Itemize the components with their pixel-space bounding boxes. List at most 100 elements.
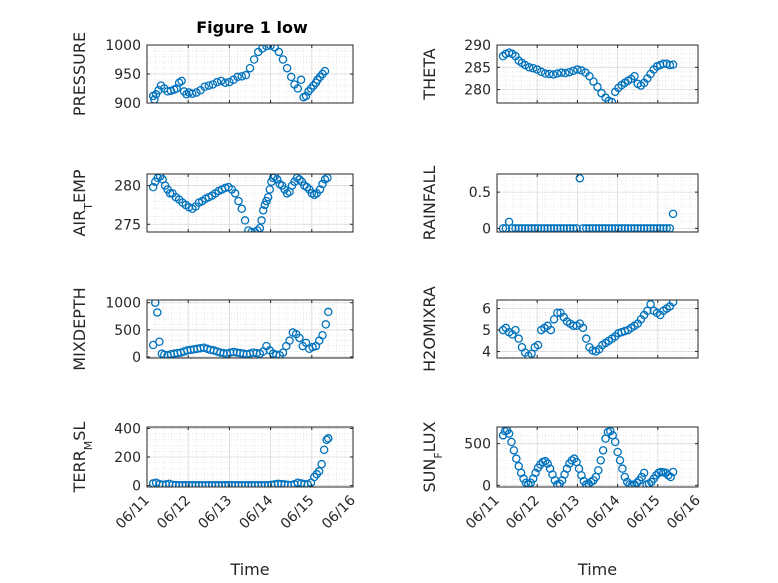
data-point xyxy=(278,55,288,64)
data-point xyxy=(581,334,591,343)
data-point xyxy=(295,175,304,184)
axes-box xyxy=(146,173,354,233)
data-point xyxy=(665,60,675,70)
data-point xyxy=(578,323,588,333)
data-point xyxy=(253,226,262,232)
y-tick-label: 280 xyxy=(114,179,141,195)
data-point xyxy=(319,445,329,455)
data-point xyxy=(324,434,333,443)
x-tick-label: 06/14 xyxy=(237,492,277,532)
data-point xyxy=(668,60,678,69)
data-point xyxy=(643,306,652,315)
data-point xyxy=(562,464,572,473)
x-tick-label: 06/12 xyxy=(503,493,543,533)
y-axis-label: SUNFLUX xyxy=(420,421,445,492)
y-tick-label: 0 xyxy=(482,478,491,494)
axes-box xyxy=(496,173,699,233)
data-point xyxy=(632,478,642,487)
y-tick-label: 5 xyxy=(482,323,491,339)
data-point xyxy=(526,478,536,487)
data-point xyxy=(644,479,654,487)
y-axis-label: AIRTEMP xyxy=(70,169,95,236)
data-point xyxy=(216,76,226,86)
data-point xyxy=(536,67,546,77)
data-point xyxy=(511,325,520,335)
data-point xyxy=(618,464,627,473)
data-point xyxy=(174,78,184,87)
data-point xyxy=(321,320,331,329)
data-point xyxy=(606,427,615,436)
x-tick-label: 06/11 xyxy=(113,493,153,533)
y-tick-label: 275 xyxy=(114,217,141,233)
data-point xyxy=(155,337,164,346)
figure-title: Figure 1 low xyxy=(196,18,308,37)
data-point xyxy=(593,82,602,92)
x-tick-label: 06/11 xyxy=(463,493,503,533)
data-point xyxy=(233,72,242,82)
data-point xyxy=(589,77,598,86)
data-point xyxy=(237,204,247,214)
data-point xyxy=(225,77,234,87)
y-tick-label: 0.5 xyxy=(469,185,491,201)
y-tick-label: 1000 xyxy=(105,296,141,312)
data-point xyxy=(322,435,331,445)
series-theta xyxy=(498,48,678,103)
x-axis-label: Time xyxy=(229,560,269,579)
data-point xyxy=(598,446,608,455)
data-point xyxy=(263,192,273,202)
data-point xyxy=(668,209,678,219)
data-point xyxy=(549,315,559,324)
data-point xyxy=(249,55,259,64)
y-tick-label: 280 xyxy=(464,83,491,99)
y-axis-label: THETA xyxy=(420,48,439,100)
y-tick-label: 400 xyxy=(114,421,141,437)
grid-theta xyxy=(496,44,699,103)
data-point xyxy=(596,456,605,465)
subplot-theta: 280 285 290 THETA xyxy=(420,38,699,104)
data-point xyxy=(258,206,268,215)
series-sun_flux xyxy=(498,427,678,487)
data-point xyxy=(177,76,186,86)
data-point xyxy=(620,472,630,482)
data-point xyxy=(639,468,649,478)
data-point xyxy=(154,85,163,95)
x-tick-label: 06/13 xyxy=(543,493,583,533)
subplot-air_temp: 275 280 AIRTEMP xyxy=(70,169,354,237)
y-tick-label: 200 xyxy=(114,450,141,466)
x-tick-label: 06/15 xyxy=(278,493,318,533)
data-point xyxy=(324,307,333,317)
data-point xyxy=(286,72,296,82)
data-point xyxy=(585,71,594,81)
data-point xyxy=(549,70,558,79)
y-tick-label: 290 xyxy=(464,38,491,54)
data-point xyxy=(285,336,294,345)
data-point xyxy=(320,66,330,76)
data-point xyxy=(315,185,325,194)
data-point xyxy=(221,78,230,87)
data-point xyxy=(234,196,243,206)
data-point xyxy=(527,349,536,358)
data-point xyxy=(610,437,620,447)
data-point xyxy=(208,80,218,89)
x-tick-label: 06/12 xyxy=(154,493,194,533)
data-point xyxy=(258,45,267,53)
data-point xyxy=(509,446,519,455)
data-point xyxy=(278,348,288,357)
subplot-pressure: 900 950 1000 PRESSURE xyxy=(70,32,354,116)
data-point xyxy=(260,200,270,210)
data-point xyxy=(265,185,275,194)
data-point xyxy=(557,68,566,77)
data-point xyxy=(318,179,327,189)
data-point xyxy=(212,77,222,87)
data-point xyxy=(524,480,533,487)
x-tick-label: 06/14 xyxy=(584,492,624,532)
y-tick-label: 0 xyxy=(482,221,491,237)
data-point xyxy=(504,217,514,227)
data-point xyxy=(150,300,160,307)
data-point xyxy=(148,182,158,192)
data-point xyxy=(512,454,521,463)
axes-box xyxy=(146,299,354,359)
data-point xyxy=(498,431,508,440)
series-pressure xyxy=(148,45,330,103)
x-tick-label: 06/15 xyxy=(624,493,664,533)
